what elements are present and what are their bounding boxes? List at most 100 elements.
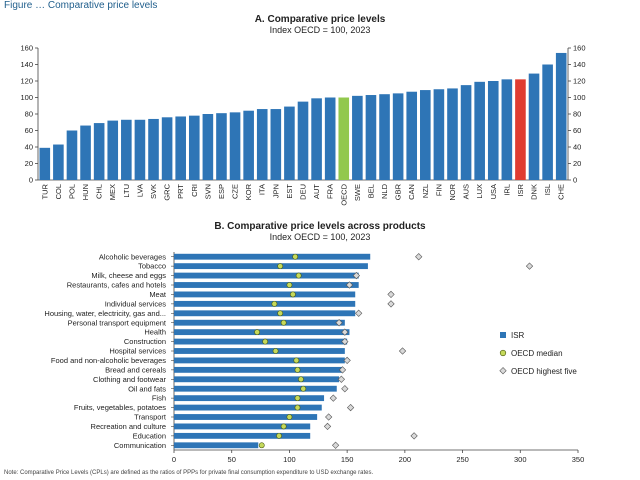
- chart-b-category-label: Bread and cereals: [105, 365, 166, 374]
- chart-b-marker-oecd-highest-five: [525, 262, 534, 270]
- chart-b-marker-oecd-highest-five: [335, 319, 343, 327]
- chart-b-bar-isr: [174, 357, 345, 364]
- chart-b-marker-oecd-highest-five: [410, 432, 418, 440]
- chart-b-category-label: Individual services: [105, 299, 167, 308]
- chart-a-bar: [148, 118, 159, 180]
- chart-a-bar: [338, 97, 350, 180]
- chart-a-ytick-left: 100: [20, 93, 33, 102]
- chart-b-marker-oecd-median: [298, 376, 304, 383]
- chart-a-category-label: CZE: [231, 184, 240, 199]
- legend-oecd-median-swatch: [499, 349, 507, 357]
- chart-a-category-label: AUS: [462, 184, 471, 199]
- chart-a-bar: [121, 119, 132, 180]
- chart-a-category-label: CAN: [407, 184, 416, 200]
- chart-b-marker-oecd-median: [294, 395, 301, 402]
- legend-isr-label: ISR: [511, 331, 525, 340]
- chart-b-xtick: 100: [283, 455, 296, 464]
- chart-b-category-label: Housing, water, electricity, gas and...: [44, 309, 166, 318]
- chart-a-category-label: TUR: [40, 183, 49, 199]
- chart-a-ytick-right: 160: [573, 44, 586, 53]
- chart-b-xtick: 250: [456, 455, 469, 464]
- chart-a-category-label: EST: [285, 184, 294, 199]
- chart-b-category-label: Personal transport equipment: [68, 318, 167, 327]
- chart-a-category-label: USA: [489, 184, 498, 199]
- chart-b-marker-oecd-highest-five: [331, 441, 340, 449]
- chart-a-category-label: OECD: [339, 183, 348, 205]
- chart-a-bar: [474, 81, 485, 180]
- chart-b-marker-oecd-highest-five: [398, 347, 407, 355]
- chart-a-category-label: KOR: [244, 183, 253, 200]
- chart-b-category-label: Construction: [124, 337, 166, 346]
- chart-b-subtitle: Index OECD = 100, 2023: [270, 232, 371, 242]
- chart-a-category-label: DEU: [299, 184, 308, 200]
- chart-a-ytick-left: 0: [29, 176, 33, 185]
- chart-a-ytick-right: 20: [573, 159, 581, 168]
- chart-b-bar-isr: [174, 253, 371, 260]
- chart-b-marker-oecd-median: [286, 282, 293, 288]
- chart-a-bar: [175, 116, 186, 180]
- chart-b-category-label: Meat: [149, 290, 167, 299]
- chart-a-category-label: LTU: [122, 184, 131, 198]
- chart-a-bar: [460, 85, 472, 180]
- chart-b-xtick: 200: [399, 455, 412, 464]
- chart-a-bar: [555, 52, 567, 181]
- chart-a-bar: [515, 79, 526, 180]
- chart-b-xtick: 150: [341, 455, 354, 464]
- chart-a-category-label: SVK: [149, 184, 158, 199]
- chart-b-marker-oecd-median: [262, 338, 269, 345]
- chart-a-bar: [324, 97, 336, 180]
- chart-a-bar: [161, 117, 173, 180]
- chart-a-bar: [311, 98, 322, 180]
- chart-a-ytick-right: 40: [573, 143, 581, 152]
- chart-b-category-label: Milk, cheese and eggs: [91, 271, 166, 280]
- chart-a-ytick-right: 120: [573, 77, 586, 86]
- chart-a-category-label: POL: [67, 184, 76, 199]
- chart-a-bar: [379, 94, 390, 180]
- chart-b-bar-isr: [174, 300, 356, 307]
- chart-a-category-label: NZL: [421, 184, 430, 198]
- chart-a-bar: [134, 119, 146, 180]
- chart-b-category-label: Transport: [134, 413, 167, 422]
- chart-a-bar: [256, 109, 268, 180]
- chart-a-bar: [487, 81, 499, 180]
- chart-b-marker-oecd-median: [293, 357, 300, 364]
- chart-a-bar: [66, 130, 78, 180]
- chart-b-marker-oecd-median: [294, 366, 301, 373]
- chart-b-marker-oecd-median: [258, 442, 265, 449]
- chart-b-bar-isr: [174, 385, 337, 392]
- chart-a-category-label: NLD: [380, 183, 389, 199]
- chart-a-category-label: HUN: [81, 184, 90, 200]
- chart-a-category-label: ESP: [217, 184, 226, 199]
- chart-a-category-label: NOR: [448, 183, 457, 200]
- chart-a-ytick-right: 80: [573, 110, 581, 119]
- chart-a-bar: [284, 106, 295, 180]
- chart-b-category-label: Fish: [152, 394, 166, 403]
- chart-b-marker-oecd-median: [254, 329, 261, 336]
- chart-a-bar: [229, 112, 241, 180]
- chart-a-bar: [93, 123, 105, 180]
- chart-b-marker-oecd-median: [292, 253, 299, 260]
- chart-b-marker-oecd-highest-five: [341, 385, 349, 393]
- chart-a-bar: [392, 93, 404, 180]
- chart-b-marker-oecd-highest-five: [346, 403, 355, 412]
- chart-b-marker-oecd-median: [276, 432, 282, 439]
- chart-b-bar-isr: [174, 442, 259, 449]
- chart-a-bar: [352, 95, 363, 180]
- chart-b-bar-isr: [174, 376, 340, 383]
- chart-b-marker-oecd-highest-five: [323, 422, 332, 431]
- chart-a-ytick-left: 40: [25, 143, 33, 152]
- chart-a-bar: [542, 64, 553, 180]
- chart-b-marker-oecd-median: [280, 423, 287, 430]
- chart-a-category-label: SVN: [203, 184, 212, 199]
- chart-b-category-label: Health: [144, 328, 166, 337]
- chart-b-bar-isr: [174, 338, 348, 345]
- chart-b-bar-isr: [174, 348, 345, 354]
- chart-a-category-label: ITA: [258, 184, 267, 195]
- chart-b-bar-isr: [174, 263, 368, 270]
- chart-a-ytick-right: 0: [573, 176, 577, 185]
- chart-b-marker-oecd-highest-five: [387, 290, 395, 299]
- chart-a-bar: [243, 110, 254, 180]
- chart-a-category-label: BEL: [366, 184, 375, 198]
- chart-b-bar-isr: [174, 291, 356, 298]
- chart-b-marker-oecd-median: [294, 404, 301, 411]
